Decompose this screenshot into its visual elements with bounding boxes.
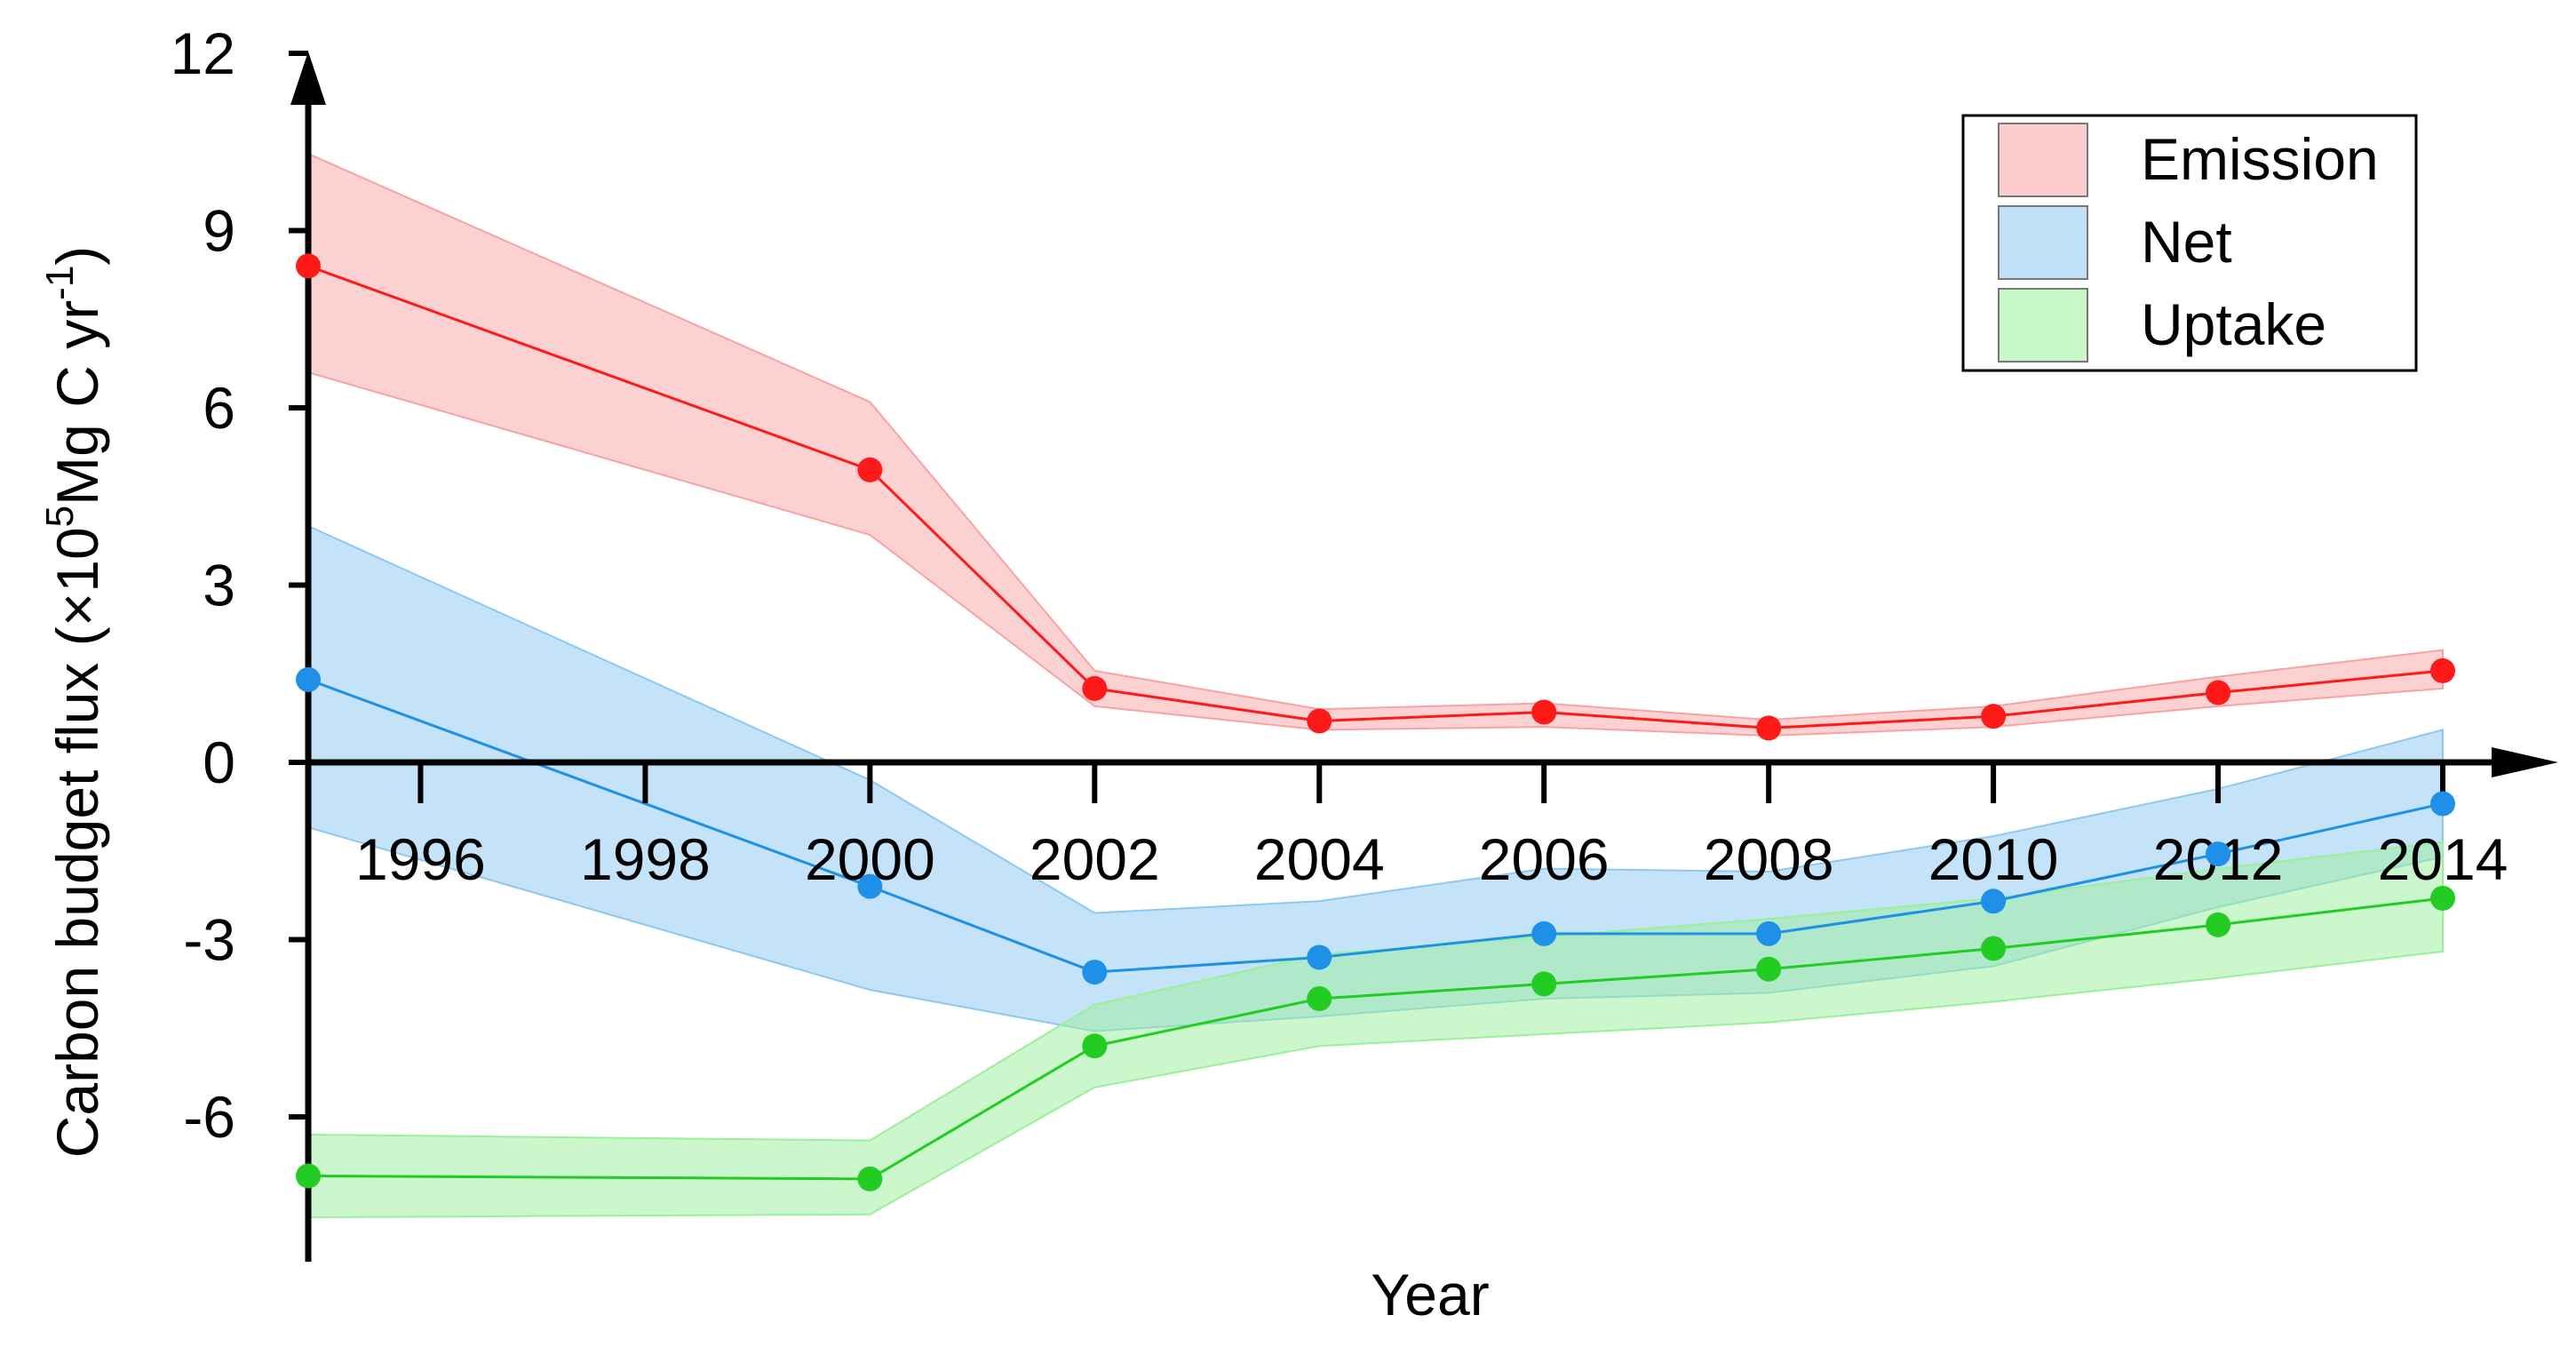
x-tick-label-2008: 2008 — [1704, 826, 1834, 892]
uptake-point-2010 — [1981, 936, 2007, 961]
uptake-point-2006 — [1531, 971, 1557, 997]
net-point-2010 — [1981, 889, 2007, 914]
net-point-2004 — [1307, 944, 1332, 970]
legend-label-emission: Emission — [2141, 126, 2379, 192]
emission-point-2008 — [1756, 715, 1782, 741]
legend-swatch-net — [1998, 205, 2088, 280]
x-tick-label-2014: 2014 — [2378, 826, 2508, 892]
uptake-point-2000 — [857, 1166, 883, 1192]
y-tick-label-12: 12 — [171, 20, 235, 86]
uptake-point-2004 — [1307, 986, 1332, 1011]
emission-point-2014 — [2430, 658, 2455, 683]
y-tick-label-0: 0 — [203, 729, 235, 795]
legend-swatch-uptake — [1998, 288, 2088, 363]
x-tick-label-1996: 1996 — [355, 826, 486, 892]
net-point-2014 — [2430, 791, 2455, 817]
legend-label-uptake: Uptake — [2141, 291, 2326, 357]
uptake-point-2014 — [2430, 885, 2455, 911]
emission-point-2006 — [1531, 699, 1557, 725]
x-tick-label-2002: 2002 — [1030, 826, 1160, 892]
y-tick-label-6: 6 — [203, 375, 235, 441]
x-axis-title: Year — [1371, 1262, 1489, 1327]
net-point-2008 — [1756, 921, 1782, 946]
y-tick-label-9: 9 — [203, 198, 235, 264]
legend-label-net: Net — [2141, 209, 2232, 275]
x-tick-label-2010: 2010 — [1928, 826, 2059, 892]
uptake-point-2012 — [2206, 912, 2231, 937]
uptake-point-1995 — [296, 1163, 321, 1189]
series-points — [296, 253, 2455, 1192]
emission-point-2002 — [1082, 675, 1108, 701]
uptake-point-2002 — [1082, 1033, 1108, 1059]
y-tick-label-3: 3 — [203, 553, 235, 618]
net-point-2002 — [1082, 960, 1108, 985]
y-axis-title: Carbon budget flux (×105Mg C yr-1) — [38, 246, 110, 1159]
emission-point-2010 — [1981, 704, 2007, 729]
emission-point-2004 — [1307, 708, 1332, 734]
uptake-point-2008 — [1756, 956, 1782, 982]
net-point-2006 — [1531, 921, 1557, 946]
emission-point-1995 — [296, 253, 321, 279]
emission-point-2000 — [857, 457, 883, 482]
x-axis-arrow — [2492, 747, 2558, 777]
net-point-1995 — [296, 666, 321, 692]
x-tick-label-2004: 2004 — [1254, 826, 1385, 892]
net-point-2000 — [857, 873, 883, 899]
legend-swatch-emission — [1998, 123, 2088, 197]
legend: Emission Net Uptake — [1961, 114, 2418, 372]
x-tick-label-1998: 1998 — [580, 826, 711, 892]
y-tick-label--3: -3 — [183, 907, 235, 973]
uncertainty-bands — [307, 152, 2444, 1219]
x-tick-label-2006: 2006 — [1479, 826, 1610, 892]
emission-point-2012 — [2206, 680, 2231, 705]
net-point-2012 — [2206, 841, 2231, 867]
y-axis-arrow — [290, 52, 326, 105]
y-tick-label--6: -6 — [183, 1084, 235, 1150]
